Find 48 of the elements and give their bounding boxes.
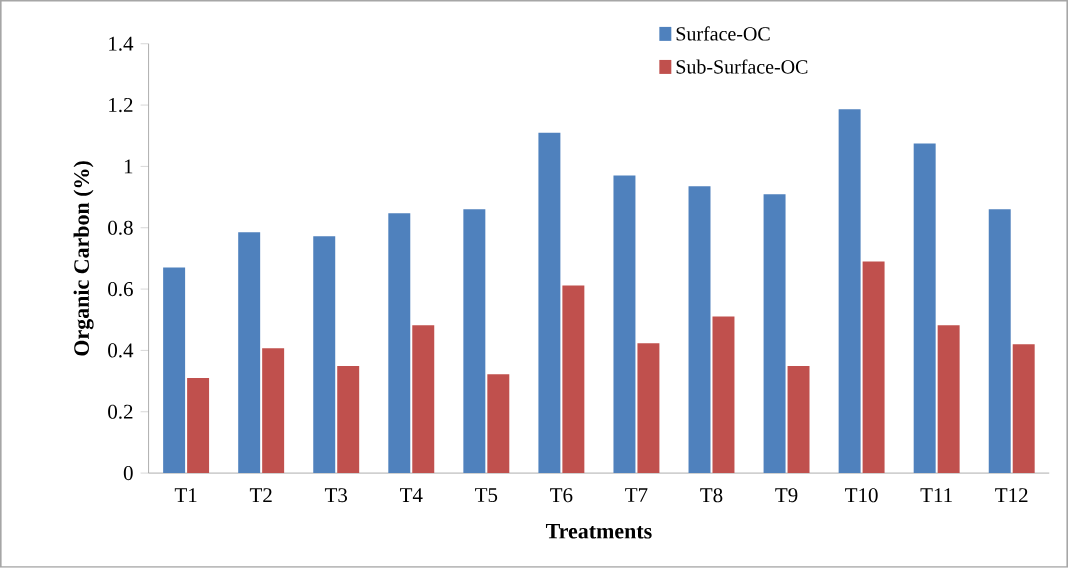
bar — [787, 366, 810, 474]
x-tick-label: T6 — [550, 488, 573, 503]
y-tick-label: 0 — [123, 466, 133, 481]
x-tick-label: T2 — [249, 488, 272, 503]
x-tick-label: T11 — [920, 488, 952, 503]
y-tick-label: 0.6 — [108, 282, 133, 297]
bar — [238, 232, 261, 474]
y-tick-label: 0.8 — [108, 220, 133, 235]
legend-label: Surface-OC — [676, 26, 770, 41]
x-tick-label: T1 — [174, 488, 197, 503]
bar — [463, 209, 486, 474]
bar — [487, 374, 510, 474]
x-tick-label: T12 — [995, 488, 1028, 503]
bar — [187, 378, 210, 474]
x-tick-label: T7 — [625, 488, 648, 502]
bar — [1012, 344, 1035, 474]
bar — [337, 366, 360, 474]
x-tick-label: T5 — [475, 488, 498, 503]
bar — [538, 132, 561, 474]
bar — [688, 186, 711, 474]
bar — [388, 213, 411, 474]
bar — [613, 175, 636, 474]
bar — [838, 109, 861, 474]
y-tick-label: 0.4 — [108, 343, 134, 358]
y-tick-label: 0.2 — [108, 404, 133, 419]
bar — [637, 343, 660, 474]
y-tick-label: 1.4 — [109, 36, 134, 51]
bar — [763, 194, 786, 474]
y-axis-title: Organic Carbon (%) — [73, 161, 94, 356]
bar — [313, 236, 336, 474]
bar — [988, 209, 1011, 474]
bar — [412, 325, 435, 474]
bar — [913, 143, 936, 474]
legend-label: Sub-Surface-OC — [676, 59, 808, 74]
x-axis-title: Treatments — [545, 524, 652, 539]
bar — [937, 325, 960, 474]
bar — [163, 267, 186, 474]
bar — [862, 261, 885, 474]
x-tick-label: T4 — [400, 488, 423, 503]
x-tick-label: T10 — [845, 488, 878, 503]
x-tick-label: T9 — [775, 488, 798, 503]
x-tick-label: T3 — [324, 488, 348, 503]
y-tick-label: 1.2 — [109, 98, 133, 113]
bar — [262, 348, 285, 474]
bar — [712, 316, 735, 474]
x-tick-label: T8 — [700, 488, 723, 503]
y-tick-label: 1 — [124, 159, 133, 174]
bar — [562, 285, 585, 474]
